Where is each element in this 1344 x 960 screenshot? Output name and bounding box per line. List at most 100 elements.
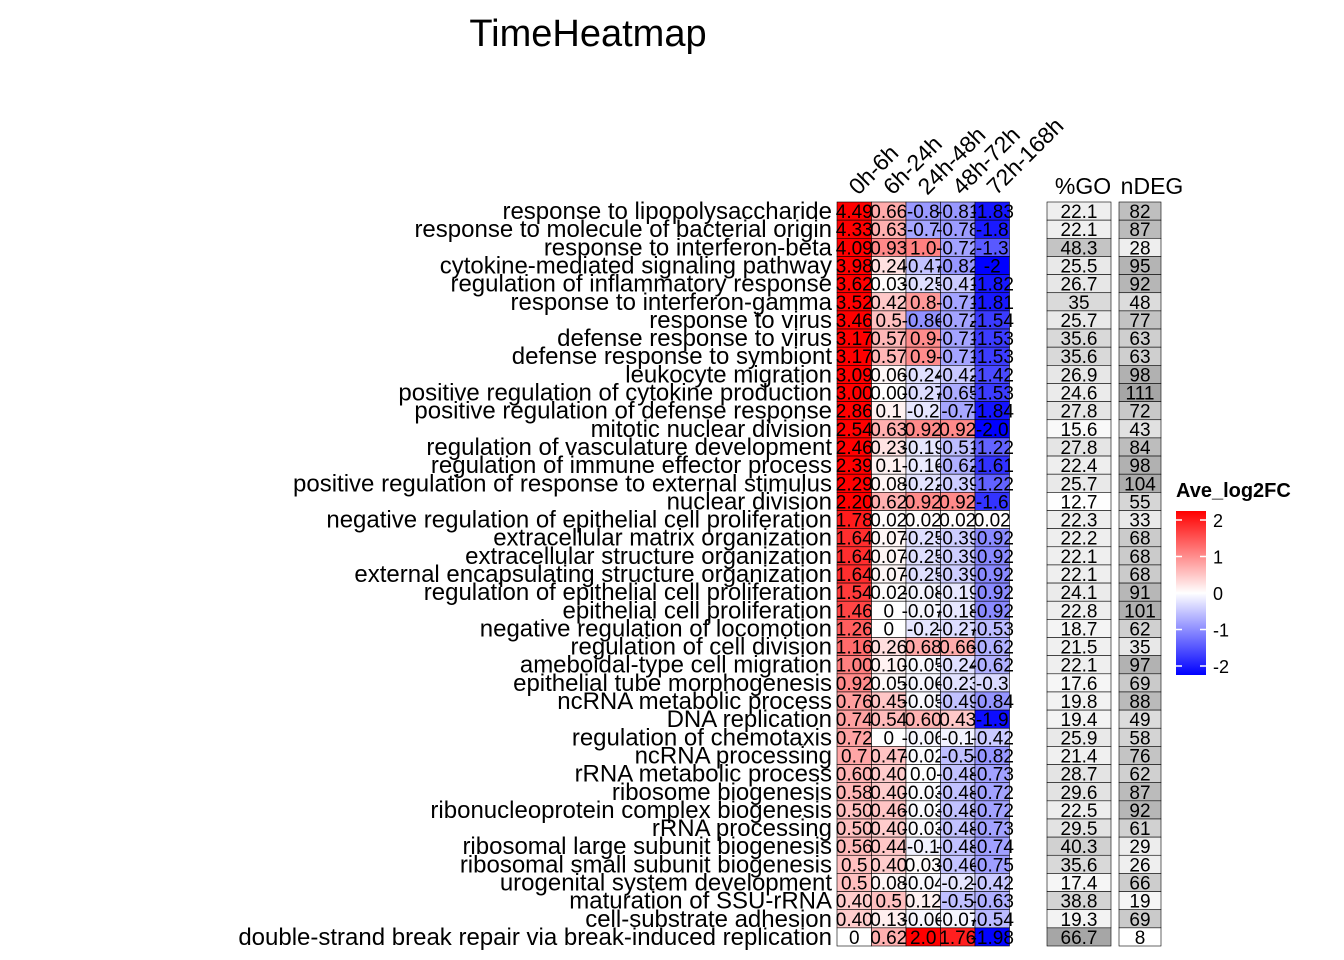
- cell-value-label: -0.75: [971, 855, 1014, 876]
- cell-value-label: 0: [883, 601, 894, 622]
- ndeg-label: 19: [1129, 892, 1150, 913]
- cell-value-label: 4.09: [836, 238, 873, 259]
- cell-value-label: -0.07: [936, 910, 979, 931]
- cell-value-label: 1.76: [939, 928, 976, 949]
- ndeg-label: 63: [1129, 347, 1150, 368]
- cell-value-label: -1.61: [971, 456, 1014, 477]
- cell-value-label: -0.54: [971, 910, 1015, 931]
- cell-value-label: -0.71: [936, 347, 979, 368]
- cell-value-label: -0.65: [936, 384, 979, 405]
- cell-value-label: -1.3: [976, 238, 1009, 259]
- pct-go-label: 26.7: [1061, 275, 1098, 296]
- cell-value-label: 1.16: [836, 638, 873, 659]
- cell-value-label: -1.83: [971, 202, 1014, 223]
- cell-value-label: 0.8: [910, 293, 936, 314]
- cell-value-label: 3.17: [836, 347, 873, 368]
- cell-value-label: -0.92: [971, 583, 1014, 604]
- cell-value-label: 0.1: [876, 402, 902, 423]
- cell-value-label: 0.66: [939, 638, 976, 659]
- cell-value-label: -0.48: [936, 765, 979, 786]
- row-label: epithelial cell proliferation: [563, 597, 832, 624]
- cell-value-label: -2.0: [976, 420, 1009, 441]
- pct-go-label: 25.7: [1061, 474, 1098, 495]
- cell-value-label: -0.71: [936, 329, 979, 350]
- row-label: cytokine-mediated signaling pathway: [440, 253, 832, 280]
- cell-value-label: -0.39: [936, 474, 979, 495]
- ndeg-label: 87: [1129, 783, 1150, 804]
- cell-value-label: 0.05: [870, 674, 907, 695]
- pct-go-label: 29.5: [1061, 819, 1098, 840]
- cell-value-label: -0.51: [936, 438, 979, 459]
- cell-value-label: 3.46: [836, 311, 873, 332]
- ndeg-label: 92: [1129, 801, 1150, 822]
- cell-value-label: 3.62: [836, 275, 873, 296]
- cell-value-label: -0.19: [936, 583, 979, 604]
- row-label: positive regulation of cytokine producti…: [398, 380, 832, 407]
- pct-go-label: 28.7: [1061, 765, 1098, 786]
- cell-value-label: -0.8: [907, 202, 940, 223]
- ndeg-label: 62: [1129, 619, 1150, 640]
- cell-value-label: 0.54: [870, 710, 907, 731]
- cell-value-label: -0.39: [936, 529, 979, 550]
- cell-value-label: 0.0: [910, 765, 936, 786]
- cell-value-label: 0.40: [870, 783, 907, 804]
- ndeg-label: 84: [1129, 438, 1151, 459]
- pct-go-label: 19.8: [1061, 692, 1098, 713]
- cell-value-label: 2.29: [836, 474, 873, 495]
- pct-go-label: 27.8: [1061, 402, 1098, 423]
- cell-value-label: 0.9: [910, 329, 936, 350]
- cell-value-label: -0.72: [936, 311, 979, 332]
- pct-go-label: 24.1: [1061, 583, 1098, 604]
- pct-go-label: 22.4: [1061, 456, 1098, 477]
- cell-value-label: 1.64: [836, 529, 873, 550]
- ndeg-label: 68: [1129, 565, 1150, 586]
- cell-value-label: -1.53: [971, 384, 1014, 405]
- cell-value-label: -1.82: [971, 275, 1014, 296]
- cell-value-label: -0.08: [902, 583, 945, 604]
- pct-go-label: 22.1: [1061, 565, 1098, 586]
- cell-value-label: 0: [883, 619, 894, 640]
- cell-value-label: 0.46: [870, 801, 907, 822]
- cell-value-label: 0.44: [870, 837, 907, 858]
- cell-value-label: 1.78: [836, 511, 873, 532]
- cell-value-label: 0.10: [870, 656, 907, 677]
- chart-title: TimeHeatmap: [469, 13, 706, 55]
- row-label: extracellular matrix organization: [493, 525, 832, 552]
- cell-value-label: -0.72: [971, 783, 1014, 804]
- ndeg-label: 58: [1129, 728, 1150, 749]
- row-label: negative regulation of epithelial cell p…: [326, 507, 832, 534]
- cell-value-label: -0.72: [971, 801, 1014, 822]
- ndeg-label: 88: [1129, 692, 1150, 713]
- cell-value-label: -0.05: [902, 656, 945, 677]
- cell-value-label: -0.24: [936, 656, 980, 677]
- cell-value-label: -0.04: [902, 873, 946, 894]
- ndeg-label: 69: [1129, 674, 1150, 695]
- cell-value-label: -1.81: [971, 293, 1014, 314]
- cell-value-label: -0.39: [936, 547, 979, 568]
- cell-value-label: -0.48: [936, 837, 979, 858]
- cell-value-label: 0.07: [870, 565, 907, 586]
- cell-value-label: 0.62: [870, 492, 907, 513]
- ndeg-label: 28: [1129, 238, 1150, 259]
- row-label: extracellular structure organization: [465, 543, 832, 570]
- cell-value-label: 3.17: [836, 329, 873, 350]
- cell-value-label: -0.23: [936, 674, 979, 695]
- cell-value-label: -0.82: [936, 257, 979, 278]
- legend-tick-label: 0: [1213, 584, 1223, 604]
- cell-value-label: 1.54: [836, 583, 873, 604]
- cell-value-label: 0.45: [870, 692, 907, 713]
- cell-value-label: -0.25: [902, 529, 945, 550]
- row-label: response to interferon-beta: [544, 234, 833, 261]
- cell-value-label: 0.57: [870, 347, 907, 368]
- row-label: response to molecule of bacterial origin: [414, 216, 832, 243]
- row-label: cell-substrate adhesion: [585, 906, 832, 933]
- cell-value-label: 0.66: [870, 202, 907, 223]
- cell-value-label: 0.40: [836, 892, 873, 913]
- row-label: positive regulation of defense response: [414, 398, 832, 425]
- cell-value-label: -0.42: [936, 365, 979, 386]
- cell-value-label: -0.72: [936, 238, 979, 259]
- row-label: regulation of vasculature development: [426, 434, 832, 461]
- row-label: nuclear division: [667, 488, 832, 515]
- cell-value-label: -0.03: [902, 819, 945, 840]
